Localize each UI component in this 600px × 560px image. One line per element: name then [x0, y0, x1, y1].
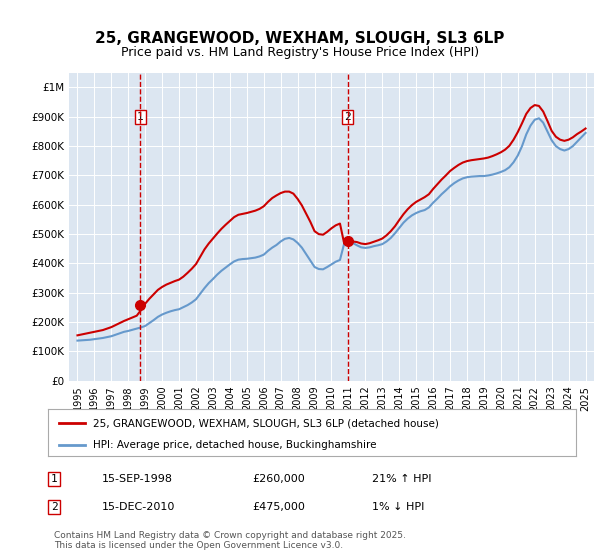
Text: 2: 2 [344, 112, 351, 122]
Text: HPI: Average price, detached house, Buckinghamshire: HPI: Average price, detached house, Buck… [93, 440, 376, 450]
Text: 15-SEP-1998: 15-SEP-1998 [102, 474, 173, 484]
Text: 25, GRANGEWOOD, WEXHAM, SLOUGH, SL3 6LP (detached house): 25, GRANGEWOOD, WEXHAM, SLOUGH, SL3 6LP … [93, 418, 439, 428]
Text: Price paid vs. HM Land Registry's House Price Index (HPI): Price paid vs. HM Land Registry's House … [121, 46, 479, 59]
Text: 2: 2 [50, 502, 58, 512]
Text: 1% ↓ HPI: 1% ↓ HPI [372, 502, 424, 512]
Text: £260,000: £260,000 [252, 474, 305, 484]
Text: 1: 1 [50, 474, 58, 484]
Text: Contains HM Land Registry data © Crown copyright and database right 2025.
This d: Contains HM Land Registry data © Crown c… [54, 530, 406, 550]
Text: 15-DEC-2010: 15-DEC-2010 [102, 502, 175, 512]
Text: 21% ↑ HPI: 21% ↑ HPI [372, 474, 431, 484]
Text: 25, GRANGEWOOD, WEXHAM, SLOUGH, SL3 6LP: 25, GRANGEWOOD, WEXHAM, SLOUGH, SL3 6LP [95, 31, 505, 46]
Text: 1: 1 [137, 112, 143, 122]
Text: £475,000: £475,000 [252, 502, 305, 512]
